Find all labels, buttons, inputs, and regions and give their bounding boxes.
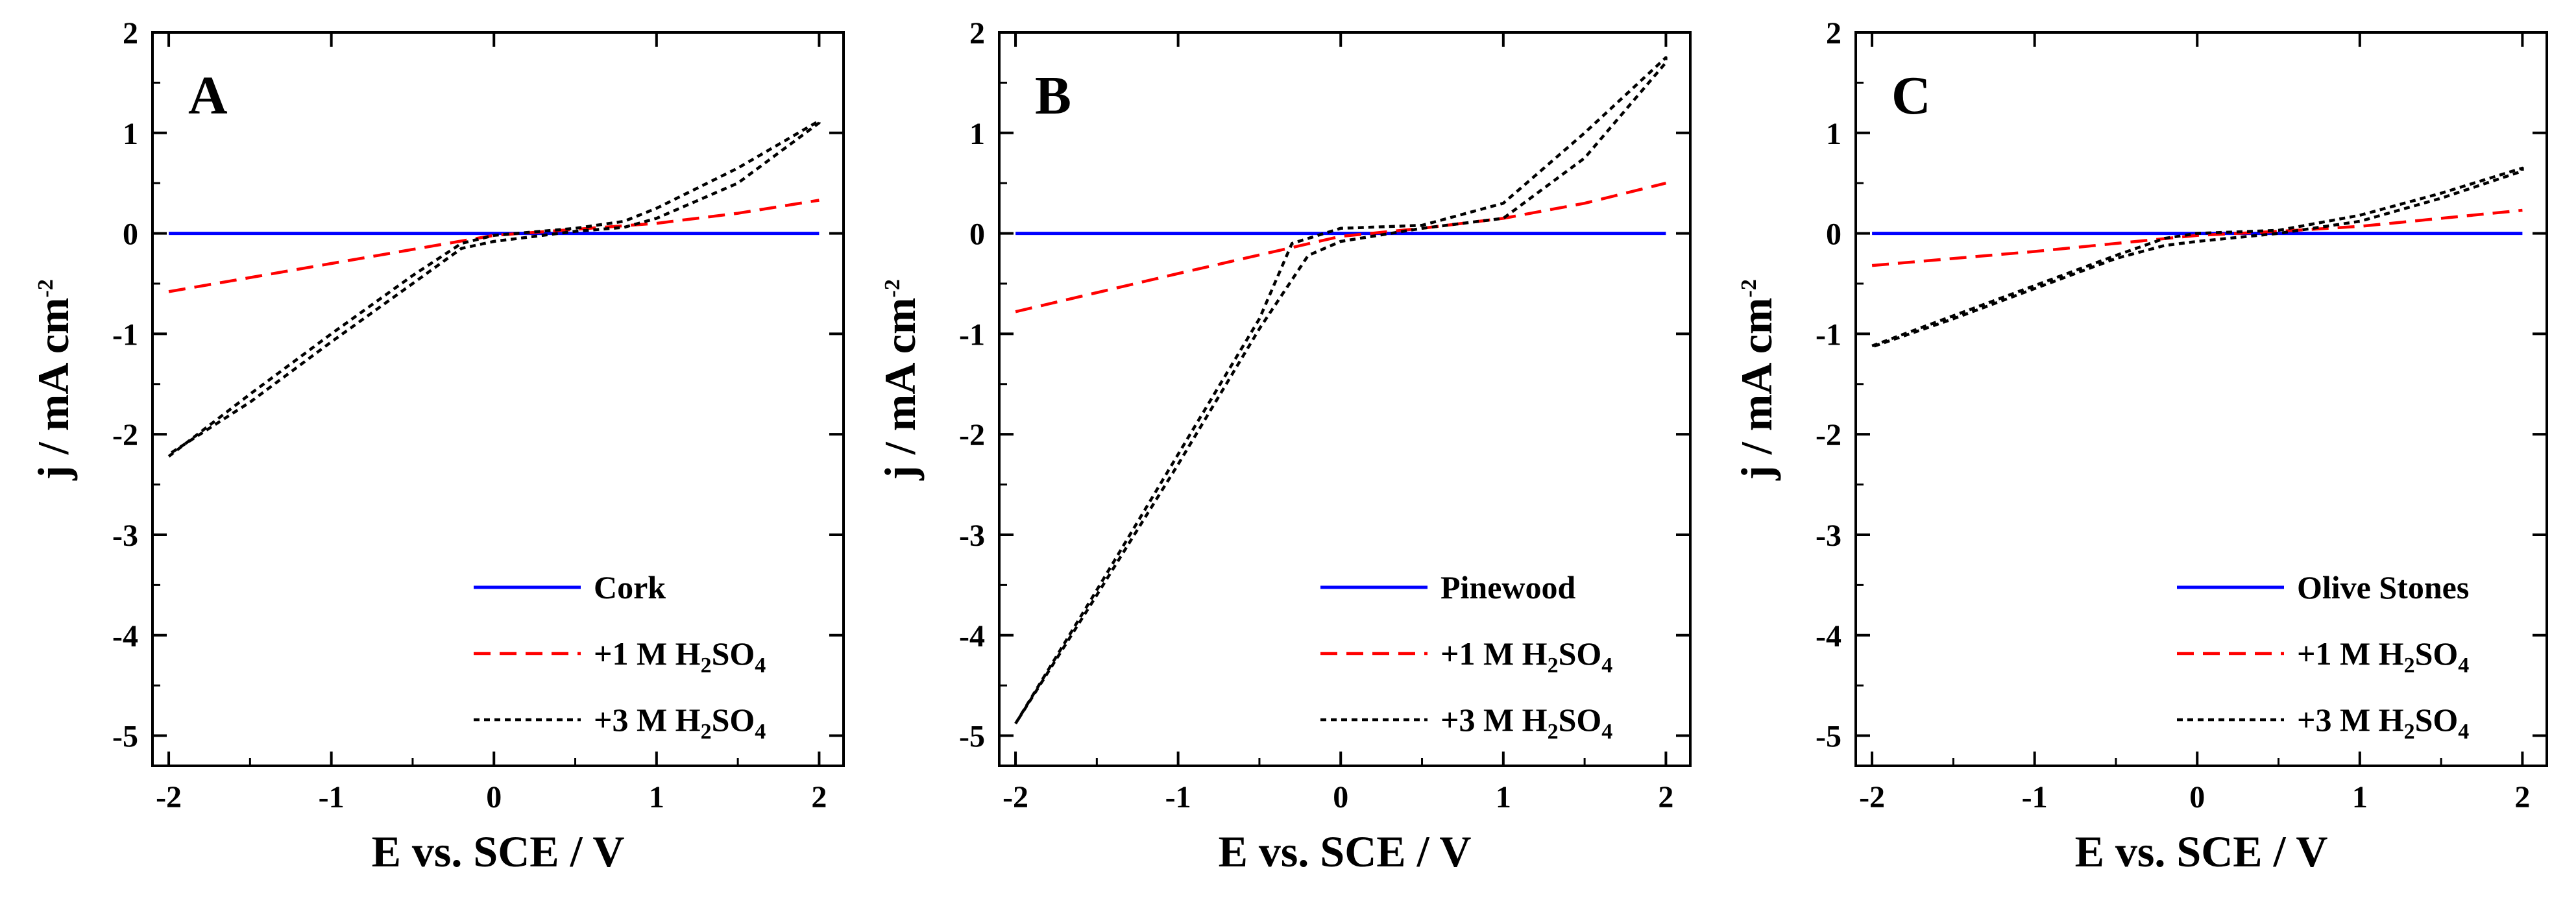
x-tick-label: 1	[1496, 780, 1511, 814]
x-axis-title: E vs. SCE / V	[372, 827, 625, 876]
y-axis-title-main: j / mA cm	[1732, 297, 1781, 480]
y-tick-label: 2	[1826, 16, 1841, 51]
y-tick-label: -4	[1816, 619, 1841, 654]
y-tick-label: -3	[1816, 519, 1841, 553]
series-line-2	[1014, 56, 1668, 725]
y-axis-title: j / mA cm-2	[1732, 279, 1781, 481]
x-axis-title: E vs. SCE / V	[2075, 827, 2328, 876]
panel-label: C	[1891, 66, 1931, 126]
legend-label-3m: +3 M H2SO4	[1440, 702, 1612, 744]
series-line-1	[1871, 208, 2523, 267]
panel-c: -2 -1 0 1 2 -5 -4 -3 -2 -1 0 1 2 C E vs. SCE / V j /…	[1732, 16, 2548, 876]
y-tick-label: -4	[959, 619, 985, 654]
legend-label-1m: +1 M H2SO4	[594, 635, 766, 678]
y-tick-label: 0	[1826, 217, 1841, 252]
legend-label-1m: +1 M H2SO4	[2297, 635, 2469, 678]
panel-b: -2 -1 0 1 2 -5 -4 -3 -2 -1 0 1 2 B E vs. SCE / V j /…	[875, 16, 1692, 876]
x-tick-label: 1	[2352, 780, 2368, 814]
y-axis-title: j / mA cm-2	[29, 279, 78, 481]
legend-label-3m: +3 M H2SO4	[2297, 702, 2469, 744]
x-tick-label: -1	[319, 780, 345, 814]
legend: Pinewood +1 M H2SO4 +3 M H2SO4	[1320, 569, 1612, 744]
y-tick-label: -3	[959, 519, 985, 553]
y-tick-label: 2	[969, 16, 985, 51]
x-tick-label: 1	[649, 780, 664, 814]
legend-label-cork: Cork	[594, 569, 666, 606]
y-tick-label: -5	[1816, 720, 1841, 754]
x-tick-label: -1	[2022, 780, 2048, 814]
panel-label: A	[188, 66, 228, 126]
y-tick-label: -2	[959, 418, 985, 452]
x-axis-title: E vs. SCE / V	[1219, 827, 1472, 876]
y-tick-label: -1	[112, 317, 138, 352]
x-tick-label: 0	[1333, 780, 1348, 814]
panel-label: B	[1035, 66, 1071, 126]
y-tick-label: -4	[112, 619, 138, 654]
y-tick-label: -3	[112, 519, 138, 553]
x-tick-label: 2	[811, 780, 827, 814]
y-tick-label: 1	[969, 117, 985, 151]
x-tick-label: -2	[156, 780, 182, 814]
x-tick-label: 0	[2189, 780, 2205, 814]
y-axis-title-sup: -2	[1737, 279, 1761, 297]
series-line-2	[1871, 166, 2524, 349]
series-layer	[1014, 56, 1668, 725]
legend-label-pinewood: Pinewood	[1440, 569, 1576, 606]
y-tick-label: -2	[112, 418, 138, 452]
x-tick-label: -1	[1165, 780, 1191, 814]
x-tick-label: 2	[2514, 780, 2530, 814]
series-line-2	[167, 119, 821, 458]
axes: -2 -1 0 1 2 -5 -4 -3 -2 -1 0 1 2	[959, 16, 1690, 814]
series-layer	[167, 119, 821, 458]
y-tick-label: -5	[959, 720, 985, 754]
x-tick-label: 0	[486, 780, 502, 814]
plot-frame	[1854, 31, 2548, 767]
axes: -2 -1 0 1 2 -5 -4 -3 -2 -1 0 1 2	[1816, 16, 2547, 814]
y-axis-title-sup: -2	[34, 279, 58, 297]
x-tick-label: -2	[1002, 780, 1028, 814]
y-tick-label: 1	[123, 117, 138, 151]
y-tick-label: 0	[969, 217, 985, 252]
y-tick-label: 1	[1826, 117, 1841, 151]
y-axis-title-main: j / mA cm	[29, 297, 78, 480]
y-tick-label: -1	[1816, 317, 1841, 352]
panel-a: -2 -1 0 1 2 -5 -4 -3 -2 -1 0 1 2 A E vs. SCE / V j /…	[29, 16, 845, 876]
x-tick-label: 2	[1658, 780, 1673, 814]
y-axis-title-main: j / mA cm	[875, 297, 925, 480]
legend-label-3m: +3 M H2SO4	[594, 702, 766, 744]
y-tick-label: -5	[112, 720, 138, 754]
legend-label-olive-stones: Olive Stones	[2297, 569, 2469, 606]
x-tick-label: -2	[1859, 780, 1885, 814]
plot-frame	[151, 31, 845, 767]
series-layer	[1871, 166, 2524, 349]
axes: -2 -1 0 1 2 -5 -4 -3 -2 -1 0 1 2	[112, 16, 844, 814]
legend-label-1m: +1 M H2SO4	[1440, 635, 1612, 678]
y-axis-title: j / mA cm-2	[875, 279, 925, 481]
legend: Olive Stones +1 M H2SO4 +3 M H2SO4	[2177, 569, 2469, 744]
legend: Cork +1 M H2SO4 +3 M H2SO4	[474, 569, 766, 744]
series-line-1	[1015, 182, 1666, 313]
series-line-1	[168, 199, 820, 293]
plot-frame	[998, 31, 1692, 767]
y-tick-label: -1	[959, 317, 985, 352]
y-tick-label: -2	[1816, 418, 1841, 452]
y-tick-label: 0	[123, 217, 138, 252]
y-tick-label: 2	[123, 16, 138, 51]
y-axis-title-sup: -2	[881, 279, 905, 297]
